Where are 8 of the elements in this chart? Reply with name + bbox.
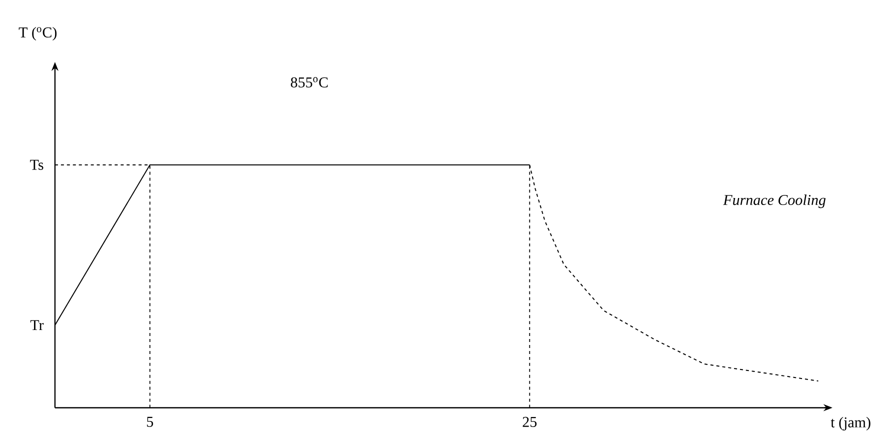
annotation: Ts (30, 160, 44, 170)
text: T ($^{o}$C) (18, 27, 57, 41)
annotation: Furnace Cooling (723, 194, 826, 208)
annotation: Tr (30, 320, 44, 330)
x-axis-title: t (jam) (830, 417, 870, 431)
x-tick-label: 5 (147, 417, 154, 428)
text: 855$^{o}$C (290, 77, 328, 88)
x-tick-label: 25 (522, 417, 537, 428)
